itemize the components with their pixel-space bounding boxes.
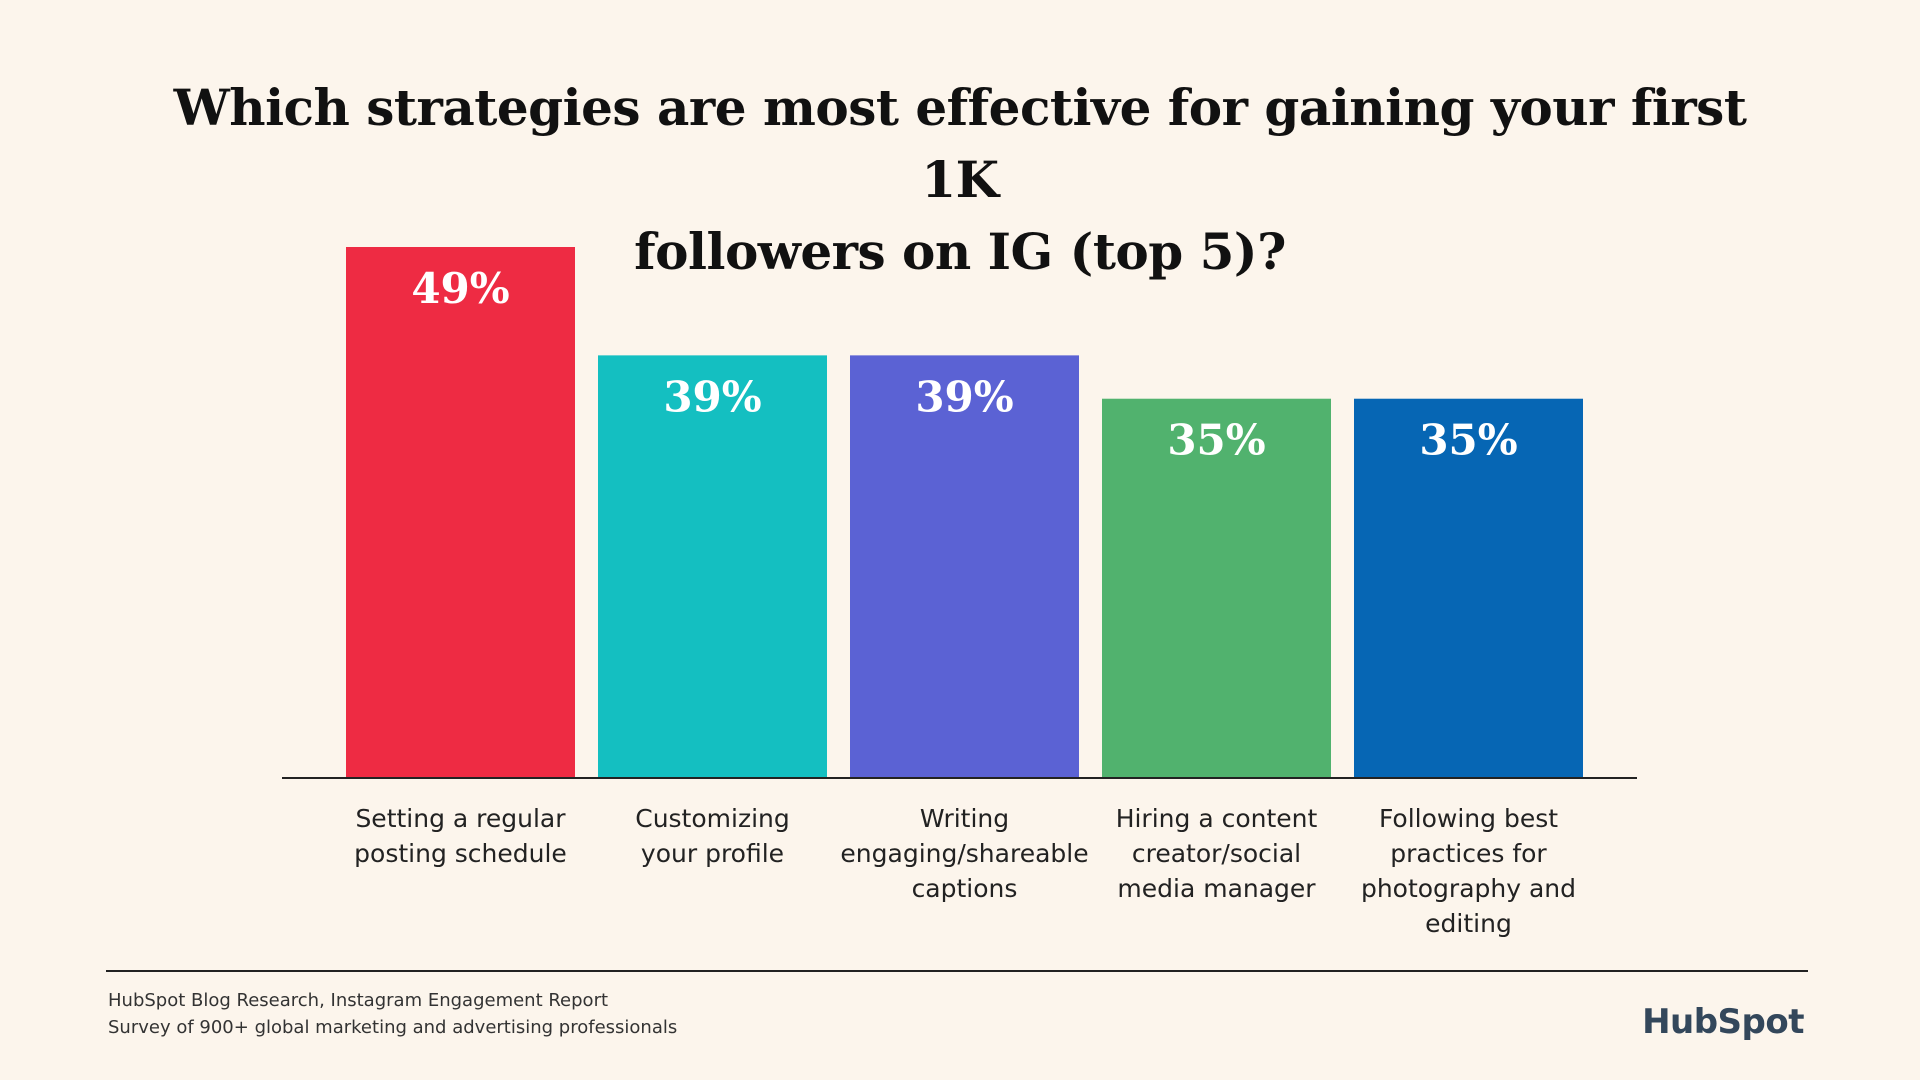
chart-title: Which strategies are most effective for …	[160, 72, 1760, 288]
category-label-1: Setting a regular posting schedule	[354, 804, 567, 868]
bar-value-label-1: 49%	[411, 264, 509, 313]
category-label-4: Hiring a content creator/social media mana…	[1116, 804, 1318, 903]
bar-value-label-3: 39%	[915, 372, 1013, 421]
category-label-3: Writing engaging/shareable captions	[840, 804, 1088, 903]
category-label-2: Customizing your profile	[635, 804, 790, 868]
bar-2	[598, 355, 827, 778]
bars-layer: 49% 39% 39% 35% 35%	[346, 247, 1583, 778]
bar-1	[346, 247, 575, 778]
source-note: HubSpot Blog Research, Instagram Engagem…	[108, 987, 677, 1041]
source-line-2: Survey of 900+ global marketing and adve…	[108, 1017, 678, 1038]
bar-4	[1102, 398, 1331, 778]
bar-chart: 49% 39% 39% 35% 35% Setting a regular posting…	[282, 247, 1637, 938]
category-label-5: Following best practices for photography a…	[1361, 804, 1576, 938]
source-line-1: HubSpot Blog Research, Instagram Engagem…	[108, 990, 609, 1011]
bar-value-label-5: 35%	[1419, 416, 1517, 465]
category-labels-layer: Setting a regular posting schedule Customi…	[354, 804, 1576, 938]
bar-value-label-4: 35%	[1167, 416, 1265, 465]
footer-divider	[106, 970, 1808, 972]
bar-value-label-2: 39%	[663, 372, 761, 421]
chart-title-line-2: followers on IG (top 5)?	[634, 222, 1286, 281]
bar-3	[850, 355, 1079, 778]
bar-5	[1354, 398, 1583, 778]
chart-title-line-1: Which strategies are most effective for …	[173, 78, 1747, 209]
hubspot-logo: HubSpot	[1642, 1002, 1804, 1042]
